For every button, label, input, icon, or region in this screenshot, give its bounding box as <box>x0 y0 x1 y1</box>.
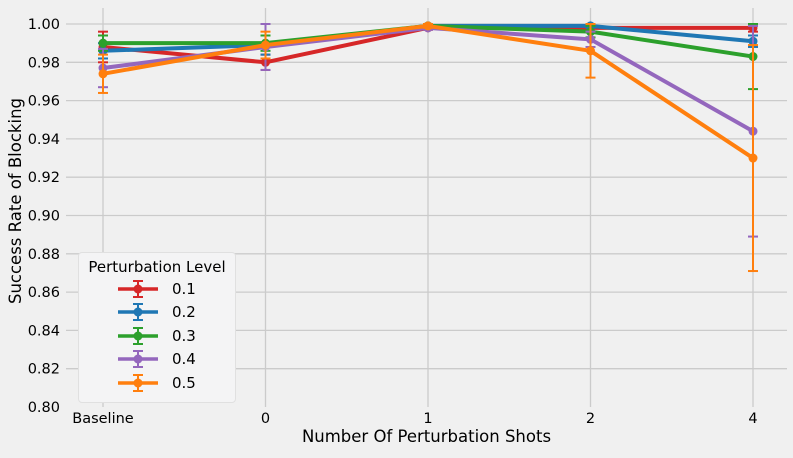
x-tick-label: 0 <box>261 411 270 427</box>
legend-entry: 0.1 <box>79 277 235 301</box>
y-tick-label: 1.00 <box>28 17 60 33</box>
y-tick-label: 0.92 <box>28 170 60 186</box>
legend-label: 0.1 <box>172 279 196 298</box>
legend-entry: 0.3 <box>79 324 235 348</box>
data-point <box>98 69 108 79</box>
y-tick-label: 0.84 <box>28 323 60 339</box>
x-tick-label: 4 <box>748 411 757 427</box>
legend-errorbar-icon <box>118 373 158 392</box>
y-tick-labels: 0.80 0.82 0.84 0.86 0.88 0.90 0.92 0.94 0.96 0.98… <box>28 17 60 416</box>
data-point <box>98 38 108 48</box>
legend-errorbar-icon <box>118 350 158 369</box>
legend-label: 0.2 <box>172 303 196 322</box>
data-point <box>261 40 270 50</box>
legend: Perturbation Level 0.1 0.2 0.3 0.4 0.5 <box>78 252 236 403</box>
y-tick-label: 0.96 <box>28 94 60 110</box>
x-tick-labels: Baseline 0 1 2 4 <box>72 411 757 427</box>
data-point <box>748 153 758 163</box>
data-point <box>423 21 433 31</box>
legend-errorbar-icon <box>118 279 158 298</box>
y-tick-label: 0.88 <box>28 247 60 263</box>
x-tick-label: 1 <box>423 411 432 427</box>
y-tick-label: 0.90 <box>28 209 60 225</box>
y-tick-label: 0.80 <box>28 400 60 416</box>
y-tick-label: 0.86 <box>28 285 60 301</box>
legend-label: 0.3 <box>172 326 196 345</box>
legend-errorbar-icon <box>118 303 158 322</box>
legend-title: Perturbation Level <box>88 258 226 276</box>
legend-entries: 0.1 0.2 0.3 0.4 0.5 <box>79 277 235 395</box>
y-tick-label: 0.94 <box>28 132 60 148</box>
legend-label: 0.5 <box>172 373 196 392</box>
y-tick-label: 0.98 <box>28 55 60 71</box>
x-tick-label: Baseline <box>72 411 134 427</box>
legend-entry: 0.5 <box>79 371 235 395</box>
legend-entry: 0.2 <box>79 301 235 325</box>
x-axis-label: Number Of Perturbation Shots <box>301 427 552 446</box>
x-tick-label: 2 <box>586 411 595 427</box>
y-tick-label: 0.82 <box>28 362 60 378</box>
legend-errorbar-icon <box>118 326 158 345</box>
y-axis-label: Success Rate of Blocking <box>6 97 25 305</box>
series-0.5 <box>98 21 758 273</box>
data-point <box>586 46 595 56</box>
legend-entry: 0.4 <box>79 348 235 372</box>
legend-label: 0.4 <box>172 350 196 369</box>
